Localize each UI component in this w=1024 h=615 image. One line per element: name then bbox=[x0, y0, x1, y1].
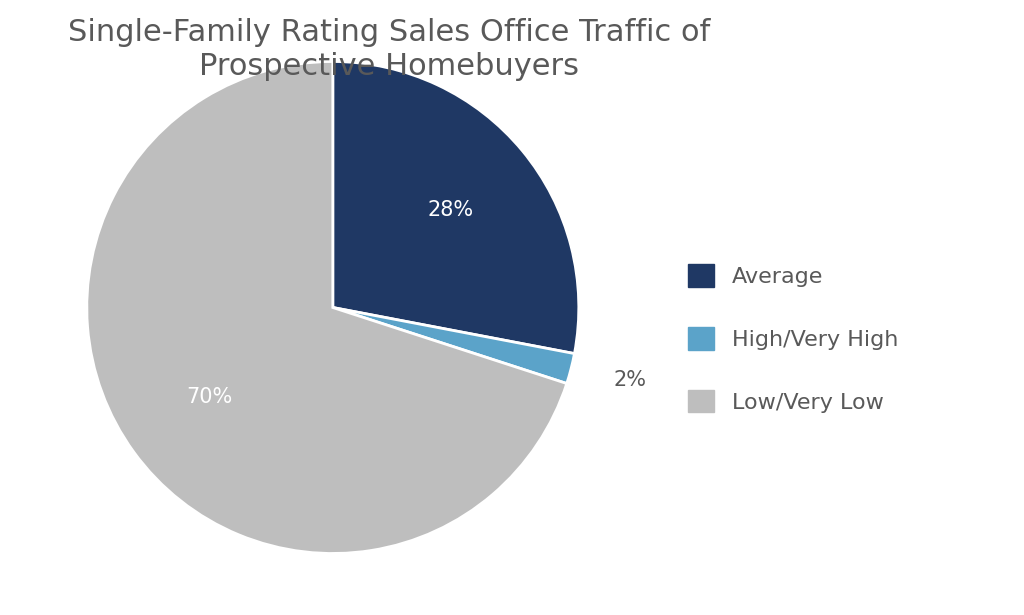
Legend: Average, High/Very High, Low/Very Low: Average, High/Very High, Low/Very Low bbox=[677, 253, 909, 424]
Text: 28%: 28% bbox=[427, 200, 473, 220]
Text: Single-Family Rating Sales Office Traffic of
Prospective Homebuyers: Single-Family Rating Sales Office Traffi… bbox=[68, 18, 711, 81]
Wedge shape bbox=[333, 62, 579, 354]
Wedge shape bbox=[333, 308, 574, 384]
Text: 70%: 70% bbox=[186, 387, 232, 407]
Text: 2%: 2% bbox=[614, 370, 647, 390]
Wedge shape bbox=[87, 62, 566, 554]
